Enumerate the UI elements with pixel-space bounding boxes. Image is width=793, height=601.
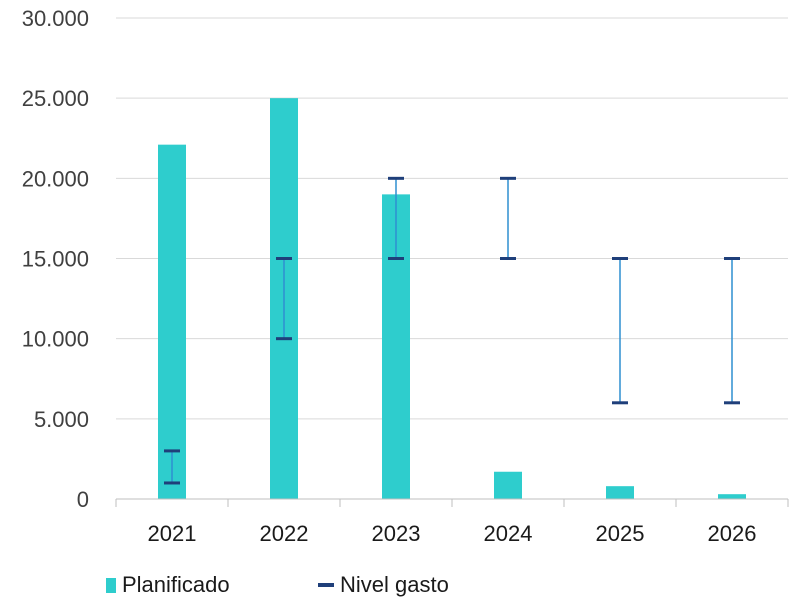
range-series [164, 176, 740, 485]
gridlines [116, 17, 788, 420]
y-axis: 0 5.000 10.000 15.000 20.000 25.000 30.000 [22, 6, 89, 512]
y-tick-label: 10.000 [22, 327, 89, 352]
y-tick-label: 5.000 [34, 407, 89, 432]
legend-label: Planificado [122, 572, 230, 597]
x-tick-label: 2021 [148, 521, 197, 546]
legend-item-nivel-gasto: Nivel gasto [318, 572, 449, 598]
bar [494, 471, 522, 499]
legend-bar-swatch [106, 577, 116, 593]
y-tick-label: 0 [77, 487, 89, 512]
y-tick-label: 25.000 [22, 86, 89, 111]
bar [158, 144, 186, 499]
legend-line-swatch [318, 583, 334, 587]
y-tick-label: 15.000 [22, 247, 89, 272]
x-tick-label: 2024 [484, 521, 533, 546]
legend-label: Nivel gasto [340, 572, 449, 597]
x-tick-label: 2025 [596, 521, 645, 546]
y-tick-label: 30.000 [22, 6, 89, 31]
legend: Planificado Nivel gasto [0, 572, 793, 601]
x-tick-label: 2022 [260, 521, 309, 546]
x-tick-label: 2026 [708, 521, 757, 546]
y-tick-label: 20.000 [22, 166, 89, 191]
bar-series [158, 98, 746, 500]
x-tick-label: 2023 [372, 521, 421, 546]
bar [606, 486, 634, 499]
legend-item-planificado: Planificado [106, 572, 230, 598]
x-axis: 2021 2022 2023 2024 2025 2026 [115, 498, 789, 546]
chart: 0 5.000 10.000 15.000 20.000 25.000 30.000 202… [22, 6, 789, 546]
bar [718, 494, 746, 499]
